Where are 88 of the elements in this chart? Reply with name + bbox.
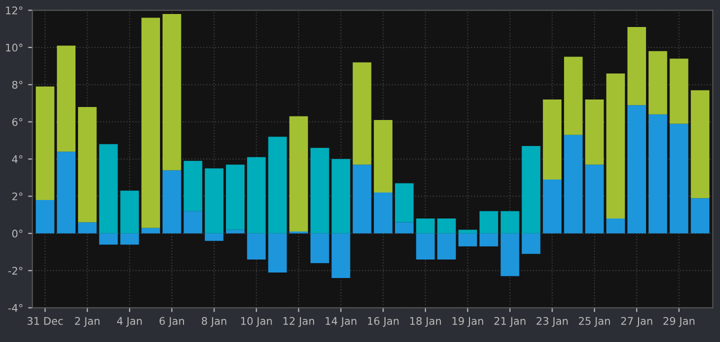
y-tick-label: 0°: [12, 230, 22, 238]
x-tick-label: 12 Jan: [283, 317, 314, 327]
y-tick-label: 8°: [12, 80, 22, 89]
x-tick-label: 18 Jan: [410, 317, 441, 327]
bar: [437, 233, 456, 260]
bar: [670, 58, 688, 124]
x-tick-label: 31 Dec: [28, 317, 63, 325]
bar: [416, 218, 435, 234]
bar: [247, 233, 266, 260]
bar: [542, 100, 562, 180]
y-tick-label: 6°: [12, 118, 22, 126]
bar: [606, 73, 625, 219]
bar: [500, 211, 520, 234]
bar: [78, 222, 97, 234]
bar: [310, 148, 330, 234]
bar: [310, 233, 330, 264]
bar: [332, 159, 350, 234]
bar: [416, 233, 435, 260]
bar: [437, 218, 456, 234]
bar: [268, 233, 287, 272]
bar: [648, 51, 668, 114]
bar: [289, 116, 308, 232]
bar: [226, 164, 245, 230]
bar: [226, 230, 245, 234]
bar: [141, 18, 160, 228]
bar: [395, 222, 414, 234]
bar: [564, 56, 583, 135]
bar: [480, 233, 498, 246]
bar: [500, 233, 520, 276]
x-tick-label: 4 Jan: [117, 317, 142, 327]
y-tick-label: 10°: [6, 44, 22, 52]
x-tick-label: 6 Jan: [160, 317, 184, 327]
y-tick-label: 4°: [12, 155, 22, 163]
bar: [56, 152, 76, 234]
bar: [690, 198, 710, 234]
bar: [352, 62, 372, 165]
x-tick-label: 29 Jan: [663, 317, 694, 327]
bar: [670, 124, 688, 234]
bar: [36, 200, 54, 234]
y-tick-label: 2°: [12, 192, 22, 200]
bar: [458, 230, 477, 234]
bar: [268, 136, 287, 234]
x-tick-label: 14 Jan: [326, 317, 356, 327]
bar: [542, 179, 562, 234]
bar: [99, 233, 118, 245]
bar: [120, 233, 139, 245]
bar: [204, 233, 224, 241]
bar: [204, 168, 224, 234]
x-tick-label: 25 Jan: [578, 317, 610, 327]
x-tick-label: 2 Jan: [75, 317, 100, 327]
x-tick-label: 8 Jan: [202, 317, 226, 327]
bar: [56, 46, 76, 152]
bar: [648, 114, 668, 234]
x-tick-label: 21 Jan: [494, 317, 526, 327]
bar: [99, 144, 118, 234]
x-tick-label: 23 Jan: [536, 317, 568, 327]
bar: [627, 105, 646, 234]
x-tick-label: 19 Jan: [452, 317, 484, 327]
bar: [395, 183, 414, 222]
bar: [36, 86, 54, 200]
bar: [184, 160, 202, 212]
bar: [564, 134, 583, 234]
bar: [247, 157, 266, 234]
bar: [585, 100, 604, 165]
bar: [141, 228, 160, 234]
bar: [374, 120, 392, 193]
bar: [184, 211, 202, 234]
bar: [78, 106, 97, 222]
bar: [120, 190, 139, 234]
bar: [162, 14, 182, 170]
bar: [458, 233, 477, 246]
x-tick-label: 16 Jan: [368, 317, 399, 327]
bar: [522, 146, 540, 234]
bar: [522, 233, 540, 254]
bar: [352, 164, 372, 234]
bar: [690, 90, 710, 198]
bar: [585, 164, 604, 234]
x-tick-label: 10 Jan: [241, 317, 272, 327]
bar: [162, 170, 182, 234]
bar: [480, 211, 498, 234]
bar: [627, 26, 646, 106]
y-tick-label: -2°: [8, 266, 22, 275]
bar: [374, 192, 392, 234]
bar: [332, 233, 350, 278]
bar: [606, 218, 625, 234]
y-tick-label: -4°: [8, 304, 22, 312]
y-tick-label: 12°: [6, 6, 22, 14]
x-tick-label: 27 Jan: [621, 317, 652, 327]
